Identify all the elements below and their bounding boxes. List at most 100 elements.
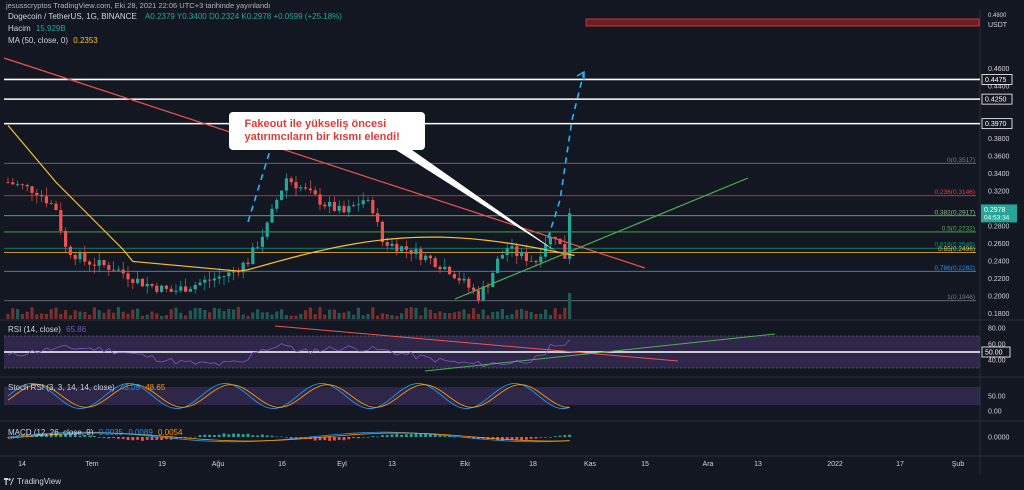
- macd-histogram-bar: [544, 437, 547, 438]
- volume-legend: Hacim 15.929B: [8, 24, 66, 33]
- footer-brand[interactable]: TradingView: [17, 477, 62, 486]
- volume-bar: [275, 311, 279, 319]
- macd-histogram-bar: [347, 437, 351, 440]
- footer-bar: TradingView: [0, 474, 1024, 490]
- candle-body: [476, 290, 480, 301]
- macd-histogram-bar: [112, 437, 115, 439]
- candle-body: [112, 269, 116, 271]
- volume-bar: [116, 307, 120, 319]
- symbol-legend: Dogecoin / TetherUS, 1G, BINANCE A0.2379…: [8, 12, 342, 21]
- rsi-label[interactable]: RSI (14, close): [8, 325, 61, 334]
- publisher-bar: jesusscryptos TradingView.com, Eki 28, 2…: [0, 0, 1024, 10]
- volume-bar: [260, 312, 264, 319]
- ma-label[interactable]: MA (50, close, 0): [8, 36, 69, 45]
- candle-body: [361, 200, 365, 205]
- volume-bar: [208, 312, 212, 319]
- volume-bar: [529, 311, 533, 319]
- volume-bar: [256, 309, 260, 319]
- stoch-label[interactable]: Stoch RSI (3, 3, 14, 14, close): [8, 383, 115, 392]
- macd-histogram-bar: [83, 434, 87, 437]
- candle-body: [558, 238, 562, 245]
- volume-bar: [371, 307, 375, 319]
- volume-bar: [515, 309, 519, 319]
- volume-label[interactable]: Hacim: [8, 24, 31, 33]
- macd-histogram-bar: [184, 437, 187, 439]
- tradingview-logo-icon: [4, 478, 14, 485]
- annotation-callout[interactable]: Fakeout ile yükseliş öncesi yatırımcılar…: [229, 112, 425, 150]
- volume-bar: [30, 307, 34, 319]
- fib-level-label: 0(0.3517): [947, 157, 975, 164]
- candle-body: [40, 194, 44, 197]
- macd-histogram-bar: [568, 434, 571, 437]
- stoch-d-line: [7, 384, 570, 408]
- volume-bar: [140, 315, 144, 319]
- candle-body: [49, 203, 53, 205]
- volume-bar: [342, 312, 346, 319]
- macd-histogram-bar: [525, 437, 528, 440]
- fib-level-label: 0.618(0.2546): [935, 242, 975, 249]
- candle-body: [251, 247, 255, 265]
- macd-histogram-bar: [261, 434, 264, 437]
- candle-body: [227, 272, 231, 277]
- macd-line: [7, 431, 570, 443]
- macd-histogram-bar: [405, 434, 408, 437]
- volume-bar: [59, 313, 63, 319]
- macd-histogram-bar: [107, 437, 111, 439]
- candle-body: [438, 266, 442, 270]
- volume-bar: [49, 309, 53, 319]
- candle-body: [534, 260, 538, 263]
- volume-bar: [419, 315, 423, 319]
- volume-bar: [20, 313, 24, 319]
- macd-histogram-bar: [193, 436, 197, 438]
- fib-level-label: 1(0.1946): [947, 294, 975, 301]
- macd-histogram-bar: [59, 433, 63, 437]
- projection-dashed-line: [547, 71, 585, 239]
- candle-body: [20, 184, 24, 186]
- candle-body: [544, 244, 548, 257]
- volume-bar: [227, 308, 231, 319]
- volume-bar: [126, 313, 130, 319]
- macd-histogram-bar: [390, 434, 394, 437]
- rsi-current-label: 50.00: [985, 350, 1003, 357]
- macd-histogram-bar: [88, 435, 91, 437]
- macd-label[interactable]: MACD (12, 26, close, 9): [8, 428, 94, 437]
- rsi-tick-label: 80.00: [988, 326, 1006, 333]
- macd-histogram-bar: [318, 437, 322, 441]
- price-tick-label: 0.4600: [988, 66, 1010, 73]
- fib-level-label: 0.382(0.2917): [935, 209, 975, 216]
- macd-histogram-bar: [419, 433, 423, 437]
- volume-bar: [457, 311, 461, 319]
- volume-bar: [54, 307, 58, 319]
- symbol-title[interactable]: Dogecoin / TetherUS, 1G, BINANCE: [8, 12, 137, 21]
- volume-bar: [270, 314, 274, 319]
- volume-bar: [44, 313, 48, 319]
- macd-histogram-bar: [333, 437, 336, 441]
- candle-body: [179, 286, 183, 291]
- volume-bar: [332, 309, 336, 319]
- rsi-downtrend-line: [274, 325, 679, 362]
- candle-body: [68, 246, 72, 255]
- candle-body: [275, 199, 279, 209]
- price-tick-label: 0.2600: [988, 241, 1010, 248]
- macd-histogram-bar: [520, 437, 523, 441]
- macd-hist-value: 0.0054: [158, 428, 183, 437]
- rsi-uptrend-line: [424, 333, 776, 372]
- candle-body: [35, 192, 39, 195]
- volume-bar: [347, 311, 351, 319]
- candle-body: [457, 278, 461, 281]
- volume-bar: [232, 309, 236, 319]
- candle-body: [54, 203, 58, 211]
- candle-body: [520, 251, 524, 257]
- candle-body: [304, 187, 308, 189]
- volume-bar: [366, 313, 370, 319]
- volume-bar: [40, 313, 44, 319]
- level-price-label: 0.4250: [985, 97, 1007, 104]
- candle-body: [337, 205, 341, 211]
- callout-pointer: [396, 150, 560, 254]
- volume-bar: [68, 315, 72, 319]
- macd-histogram-bar: [352, 437, 355, 438]
- volume-bar: [174, 307, 178, 319]
- currency-label: USDT: [988, 22, 1008, 29]
- resistance-zone-box: [585, 18, 980, 27]
